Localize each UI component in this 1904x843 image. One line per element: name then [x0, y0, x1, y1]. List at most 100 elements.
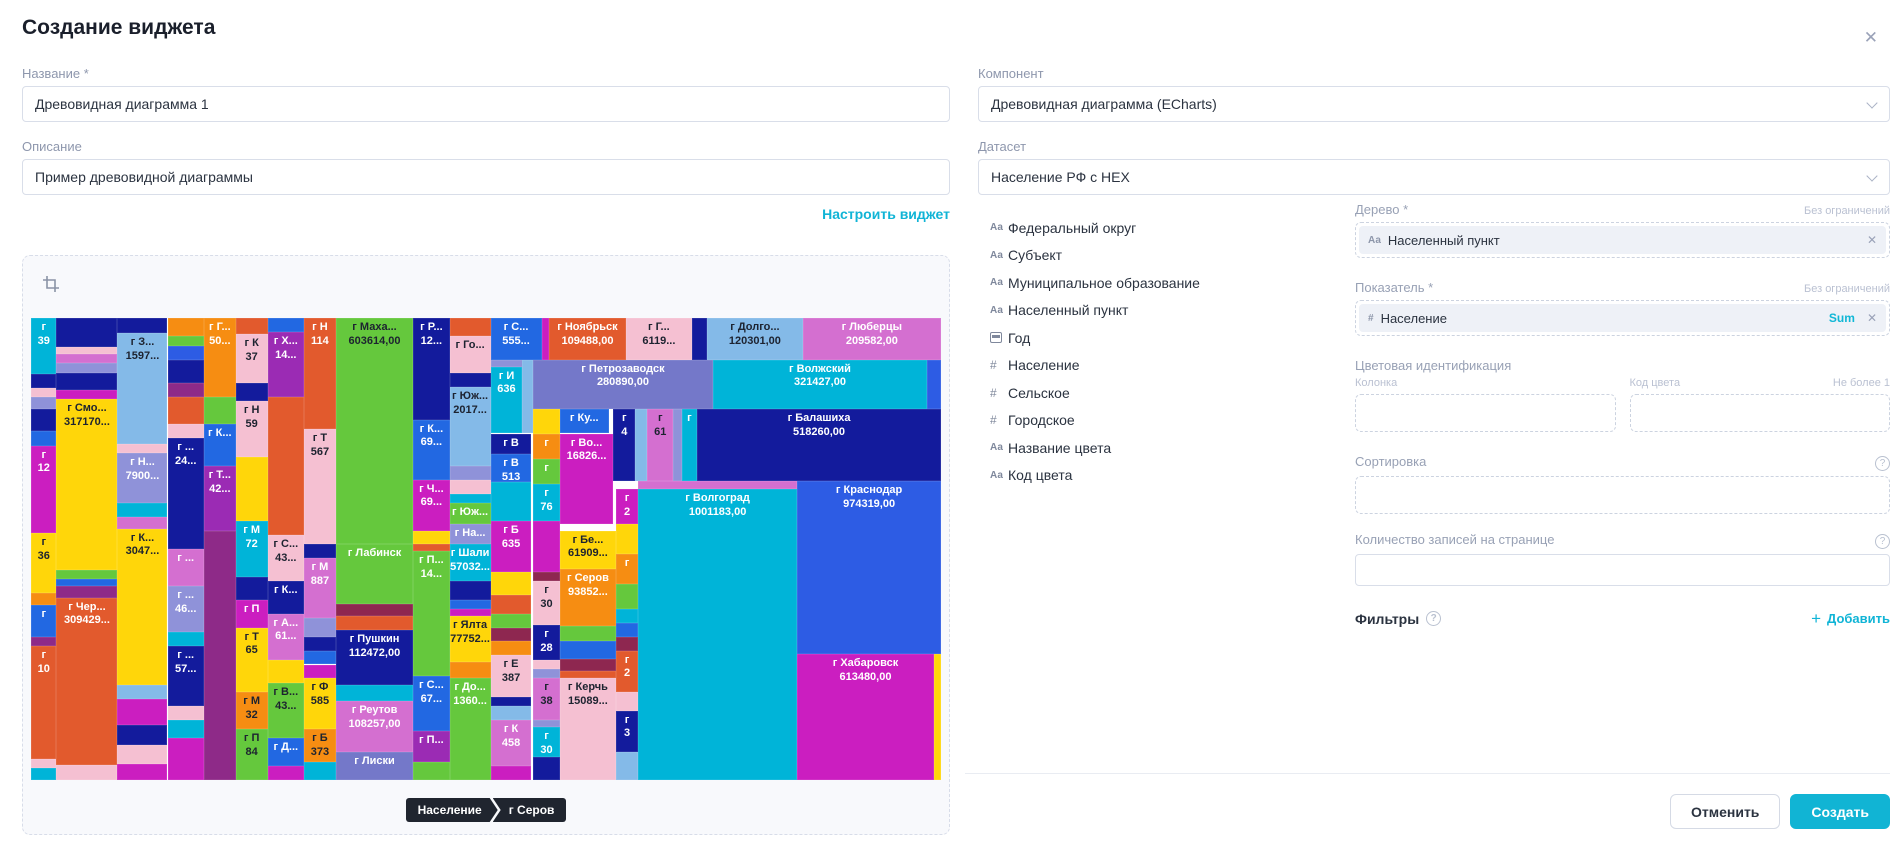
treemap-block[interactable] [31, 430, 57, 446]
treemap-block[interactable] [616, 752, 638, 780]
dataset-field[interactable]: Аа Муниципальное образование [990, 269, 1320, 297]
treemap-block[interactable] [335, 685, 414, 702]
treemap-block[interactable]: г В... 43... [267, 682, 304, 739]
treemap-block[interactable] [533, 719, 560, 727]
treemap-block[interactable]: г ... 24... [167, 438, 204, 549]
treemap-block[interactable] [235, 456, 268, 522]
treemap-block[interactable] [490, 766, 532, 780]
treemap-block[interactable] [304, 664, 336, 679]
treemap-block[interactable] [31, 592, 57, 605]
treemap-block[interactable]: г 61 [647, 409, 674, 482]
treemap-block[interactable] [559, 658, 617, 671]
treemap-block[interactable]: г Ноябрьск 109488,00 [548, 318, 627, 360]
treemap-block[interactable] [691, 318, 708, 360]
dataset-field[interactable]: # Население [990, 352, 1320, 380]
treemap-zoom-reset-icon[interactable] [41, 274, 61, 294]
dataset-field[interactable]: Год [990, 324, 1320, 352]
treemap-block[interactable]: г Го... [449, 336, 491, 374]
treemap-block[interactable] [267, 766, 304, 780]
treemap-block[interactable]: г Краснодар 974319,00 [797, 481, 941, 654]
dataset-field[interactable]: Аа Населенный пункт [990, 297, 1320, 325]
treemap-block[interactable] [559, 670, 617, 679]
treemap-block[interactable]: г З... 1597... [117, 332, 168, 444]
treemap-block[interactable]: г В [490, 433, 532, 455]
treemap-block[interactable] [490, 482, 532, 522]
treemap-block[interactable] [167, 738, 204, 780]
treemap-block[interactable]: г Маха... 603614,00 [335, 318, 414, 545]
treemap-block[interactable]: г Ку... [559, 409, 609, 434]
treemap-block[interactable]: г С... 43... [267, 535, 304, 582]
remove-icon[interactable]: ✕ [1866, 311, 1877, 325]
component-value[interactable] [978, 86, 1890, 122]
treemap-block[interactable] [56, 765, 118, 780]
dataset-field[interactable]: Аа Код цвета [990, 462, 1320, 490]
aggregation-badge[interactable]: Sum [1828, 311, 1855, 325]
breadcrumb-item[interactable]: г Серов [492, 798, 567, 822]
treemap-block[interactable]: г Н 114 [304, 318, 336, 429]
treemap-block[interactable] [533, 572, 560, 582]
treemap-block[interactable] [167, 335, 204, 346]
treemap-block[interactable]: г Волжский 321427,00 [712, 359, 928, 409]
dataset-field[interactable]: Аа Субъект [990, 242, 1320, 270]
treemap-block[interactable] [635, 409, 648, 482]
treemap-block[interactable] [235, 576, 268, 600]
treemap-block[interactable] [490, 696, 532, 707]
treemap-block[interactable]: г 10 [31, 646, 57, 760]
treemap-block[interactable]: г К... [203, 424, 236, 466]
treemap-block[interactable]: г Ф 585 [304, 678, 336, 730]
treemap-block[interactable] [559, 626, 617, 642]
treemap-block[interactable]: г П... [413, 731, 450, 762]
treemap-block[interactable] [31, 374, 57, 389]
treemap-block[interactable]: г Люберцы 209582,00 [802, 318, 941, 360]
treemap-block[interactable] [167, 706, 204, 720]
treemap-block[interactable]: г [533, 458, 560, 485]
treemap-block[interactable] [117, 745, 168, 764]
treemap-block[interactable] [616, 636, 638, 651]
color-column-dropzone[interactable] [1355, 394, 1616, 432]
treemap-block[interactable]: г 30 [533, 726, 560, 757]
treemap-block[interactable] [449, 581, 491, 600]
treemap-block[interactable] [117, 685, 168, 700]
name-input[interactable] [22, 86, 950, 122]
treemap-block[interactable] [304, 618, 336, 637]
treemap-block[interactable] [304, 650, 336, 665]
treemap-block[interactable] [533, 521, 560, 573]
treemap-block[interactable]: г Юж... 2017... [449, 387, 491, 466]
treemap-block[interactable]: г До... 1360... [449, 678, 491, 780]
treemap-block[interactable]: г Серов 93852... [559, 568, 617, 627]
treemap-block[interactable]: г А... 61... [267, 613, 304, 660]
treemap-block[interactable] [117, 318, 168, 333]
treemap-block[interactable] [449, 493, 491, 503]
treemap-block[interactable] [117, 502, 168, 517]
treemap-block[interactable]: г Т... 42... [203, 465, 236, 531]
treemap-block[interactable] [167, 318, 204, 336]
treemap-block[interactable] [56, 390, 118, 400]
treemap-block[interactable]: г Юж... [449, 502, 491, 524]
treemap-block[interactable] [56, 354, 118, 364]
treemap-block[interactable]: г С... 67... [413, 676, 450, 732]
treemap-block[interactable] [533, 659, 560, 670]
treemap-block[interactable]: г Н 59 [235, 401, 268, 457]
treemap-block[interactable] [335, 604, 414, 616]
treemap-block[interactable] [449, 479, 491, 494]
treemap-block[interactable] [490, 627, 532, 642]
treemap-block[interactable] [117, 763, 168, 780]
treemap-block[interactable] [167, 396, 204, 425]
treemap-block[interactable] [490, 706, 532, 720]
treemap-block[interactable] [56, 363, 118, 373]
treemap-block[interactable] [267, 318, 304, 332]
treemap-block[interactable]: г На... [449, 523, 491, 545]
treemap-block[interactable]: г Д... [267, 738, 304, 767]
treemap-block[interactable] [117, 724, 168, 746]
dataset-field[interactable]: Аа Название цвета [990, 434, 1320, 462]
treemap-block[interactable]: г П... 14... [413, 551, 450, 677]
treemap-block[interactable] [117, 443, 168, 453]
treemap-block[interactable]: г Во... 16826... [559, 433, 614, 525]
treemap-block[interactable]: г ... 57... [167, 646, 204, 707]
treemap-block[interactable]: г П 84 [235, 729, 268, 780]
treemap-block[interactable] [335, 615, 414, 630]
treemap-block[interactable]: г ... [167, 549, 204, 586]
treemap-block[interactable]: г Лиски [335, 752, 414, 780]
